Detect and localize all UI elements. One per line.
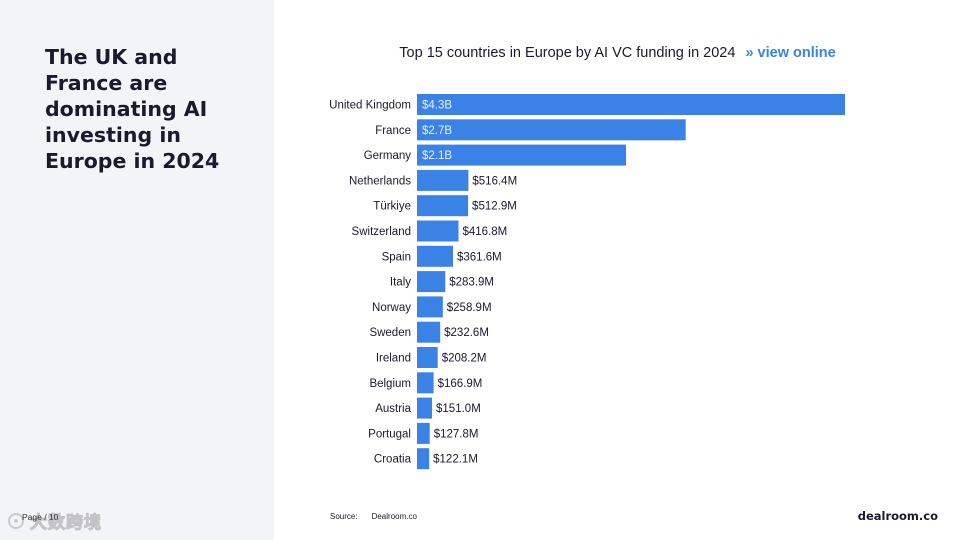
source-note: Source: Dealroom.co [330, 512, 417, 521]
value-label: $416.8M [462, 226, 507, 238]
category-label: United Kingdom [329, 100, 411, 112]
category-label: Belgium [369, 378, 411, 390]
source-value: Dealroom.co [371, 512, 417, 521]
category-label: Portugal [368, 428, 411, 440]
left-panel [0, 0, 274, 540]
source-label: Source: [330, 512, 358, 521]
value-label: $232.6M [444, 327, 489, 339]
value-label: $2.1B [422, 150, 452, 162]
category-label: Switzerland [352, 226, 411, 238]
bar-sweden [417, 321, 441, 343]
category-label: Spain [382, 251, 411, 263]
value-label: $166.9M [438, 378, 483, 390]
bar-italy [417, 271, 446, 293]
bar-portugal [417, 422, 430, 444]
bar-belgium [417, 372, 434, 394]
view-online-link[interactable]: » view online [745, 45, 836, 61]
bar-ireland [417, 347, 438, 368]
bar-austria [417, 397, 432, 419]
bar-spain [417, 245, 453, 267]
category-label: Türkiye [373, 201, 411, 213]
category-label: Croatia [374, 454, 412, 466]
value-label: $127.8M [434, 428, 479, 440]
bar-norway [417, 296, 443, 318]
value-label: $151.0M [436, 403, 481, 415]
value-label: $4.3B [422, 100, 452, 112]
category-label: Norway [372, 302, 411, 314]
category-label: Italy [390, 277, 411, 289]
value-label: $122.1M [433, 454, 478, 466]
headline: The UK and France are dominating AI inve… [45, 45, 220, 173]
watermark-logo-icon [8, 512, 24, 529]
bar-t-rkiye [417, 195, 469, 217]
bar-united-kingdom [417, 94, 845, 115]
category-label: Ireland [376, 353, 411, 365]
value-label: $258.9M [447, 302, 492, 314]
bar-france [417, 119, 686, 141]
page-label: Page / 10 [22, 512, 59, 522]
chart-header: Top 15 countries in Europe by AI VC fund… [290, 45, 945, 61]
category-label: France [375, 125, 411, 137]
value-label: $208.2M [442, 353, 487, 365]
value-label: $516.4M [472, 175, 517, 187]
value-label: $361.6M [457, 251, 502, 263]
bar-germany [417, 144, 626, 166]
category-label: Germany [364, 150, 412, 162]
watermark: 大数跨境 [8, 508, 102, 534]
category-label: Sweden [369, 327, 411, 339]
dealroom-logo: dealroom.co [857, 509, 938, 523]
bar-croatia [417, 448, 430, 470]
value-label: $2.7B [422, 125, 452, 137]
value-label: $512.9M [472, 201, 517, 213]
watermark-text: 大数跨境 [30, 513, 102, 534]
chart-title: Top 15 countries in Europe by AI VC fund… [399, 45, 736, 61]
category-label: Austria [375, 403, 411, 415]
category-label: Netherlands [349, 175, 411, 187]
bar-switzerland [417, 220, 459, 242]
value-label: $283.9M [449, 277, 494, 289]
bar-netherlands [417, 169, 469, 191]
